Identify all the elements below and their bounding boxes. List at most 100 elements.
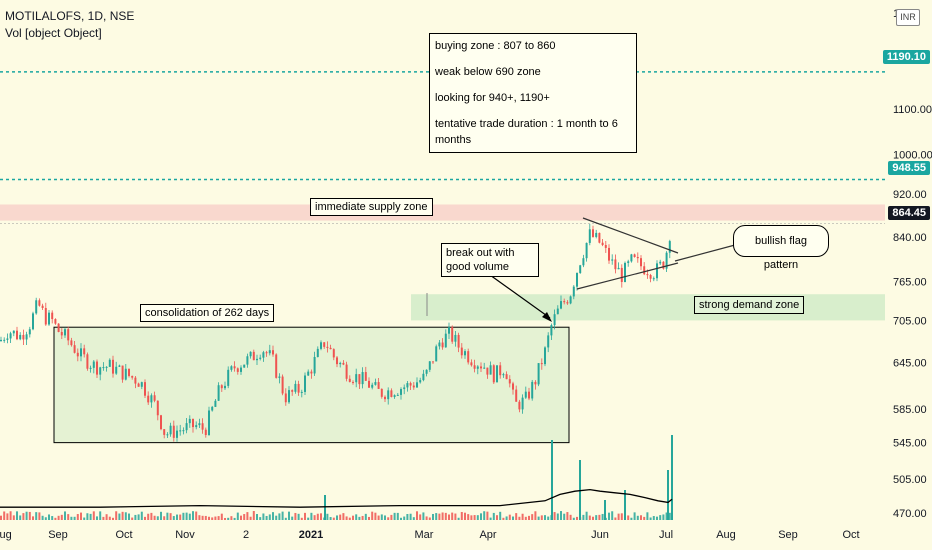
- volume-bar: [105, 514, 108, 520]
- candle-body: [51, 312, 54, 320]
- candle-body: [380, 388, 383, 397]
- volume-bar: [553, 512, 556, 520]
- price-axis-background: [885, 0, 932, 550]
- volume-bars-group: [0, 435, 673, 520]
- candle-body: [355, 374, 358, 383]
- candle-body: [105, 366, 108, 368]
- price-axis[interactable]: 470.00 505.00 545.00 585.00 645.00 705.00 765.…: [893, 8, 932, 520]
- volume-bar: [147, 513, 150, 520]
- volume-bar: [41, 515, 44, 520]
- volume-bar: [582, 514, 585, 520]
- supply-zone-label: immediate supply zone: [310, 198, 433, 216]
- candle-body: [592, 229, 594, 237]
- currency-badge[interactable]: INR: [896, 9, 920, 26]
- candle-body: [518, 401, 521, 410]
- volume-bar: [540, 515, 543, 520]
- candle-body: [361, 372, 364, 385]
- volume-bar: [416, 511, 418, 520]
- volume-bar: [368, 516, 370, 520]
- flag-upper-line[interactable]: [582, 217, 679, 254]
- candle-body: [540, 363, 543, 365]
- volume-bar: [502, 517, 505, 520]
- volume-bar: [6, 513, 9, 520]
- volume-bar: [128, 513, 130, 520]
- volume-bar: [508, 514, 511, 520]
- demand-zone: [411, 294, 885, 321]
- volume-bar: [537, 516, 540, 520]
- volume-bar: [131, 517, 134, 520]
- candle-body: [438, 342, 441, 347]
- time-tick-label: Oct: [842, 529, 859, 541]
- price-tick-label: 470.00: [893, 508, 927, 520]
- volume-bar: [70, 516, 73, 520]
- volume-bar: [281, 511, 284, 520]
- volume-bar: [86, 513, 89, 520]
- volume-bar: [643, 516, 646, 520]
- candle-body: [556, 308, 559, 315]
- candle-body: [489, 365, 492, 375]
- price-tick-label: 705.00: [893, 315, 927, 327]
- candle-body: [227, 369, 230, 386]
- volume-bar: [25, 511, 28, 520]
- volume-bar: [390, 514, 393, 520]
- candle-body: [211, 406, 214, 411]
- candle-body: [179, 430, 182, 432]
- candle-body: [582, 258, 585, 266]
- volume-bar: [400, 517, 402, 520]
- candle-body: [572, 286, 575, 297]
- candle-body: [460, 347, 463, 356]
- volume-bar: [345, 516, 348, 520]
- candle-body: [448, 327, 450, 334]
- volume-bar: [576, 516, 578, 520]
- volume-bar: [630, 517, 633, 520]
- volume-bar: [211, 517, 214, 520]
- candle-body: [352, 381, 354, 383]
- candle-body: [358, 374, 361, 385]
- volume-bar: [486, 511, 489, 520]
- volume-bar: [371, 511, 374, 520]
- candle-body: [192, 418, 194, 428]
- candle-body: [16, 330, 18, 340]
- volume-bar: [307, 517, 310, 520]
- price-tag-1190[interactable]: 1190.10: [882, 50, 930, 64]
- volume-bar: [659, 515, 662, 520]
- time-axis[interactable]: Aug Sep Oct Nov 2 2021 Mar Apr Jun Jul Aug Sep Oct: [0, 529, 860, 541]
- volume-bar: [464, 512, 466, 520]
- candle-body: [620, 267, 623, 283]
- time-tick-label: Apr: [479, 529, 496, 541]
- volume-bar: [460, 511, 463, 520]
- price-tick-label: 505.00: [893, 474, 927, 486]
- candle-body: [86, 354, 89, 369]
- candle-body: [502, 374, 505, 376]
- flag-lower-line[interactable]: [576, 262, 679, 290]
- volume-bar: [544, 515, 546, 520]
- volume-bar: [195, 511, 198, 520]
- volume-bar: [352, 515, 354, 520]
- volume-bar: [531, 514, 534, 520]
- volume-bar: [252, 511, 255, 520]
- candle-body: [416, 382, 418, 388]
- candle-body: [646, 274, 649, 276]
- price-tag-948[interactable]: 948.55: [888, 161, 930, 175]
- time-tick-label: Oct: [115, 529, 132, 541]
- candle-body: [492, 365, 495, 383]
- volume-bar: [563, 513, 566, 520]
- price-tick-label: 545.00: [893, 438, 927, 450]
- info-line: buying zone : 807 to 860: [435, 40, 556, 52]
- candle-body: [92, 361, 95, 368]
- candle-body: [182, 430, 185, 432]
- volume-spike: [324, 495, 326, 520]
- candle-body: [412, 385, 415, 388]
- candle-body: [131, 375, 134, 378]
- candle-body: [323, 342, 326, 347]
- volume-bar: [355, 514, 358, 520]
- volume-bar: [316, 513, 319, 520]
- candle-body: [208, 410, 210, 435]
- volume-bar: [83, 517, 86, 520]
- price-tag-last[interactable]: 864.45: [888, 206, 930, 220]
- candle-body: [569, 296, 572, 304]
- volume-bar: [118, 513, 121, 520]
- candle-body: [188, 418, 191, 424]
- candle-body: [233, 366, 236, 369]
- candle-body: [499, 365, 502, 376]
